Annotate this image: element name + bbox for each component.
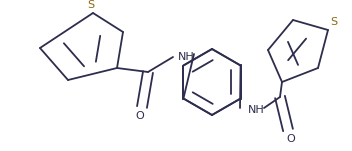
Text: S: S [330, 17, 337, 27]
Text: O: O [136, 111, 144, 121]
Text: NH: NH [248, 105, 265, 115]
Text: O: O [287, 134, 295, 144]
Text: S: S [87, 0, 95, 10]
Text: NH: NH [178, 52, 195, 62]
